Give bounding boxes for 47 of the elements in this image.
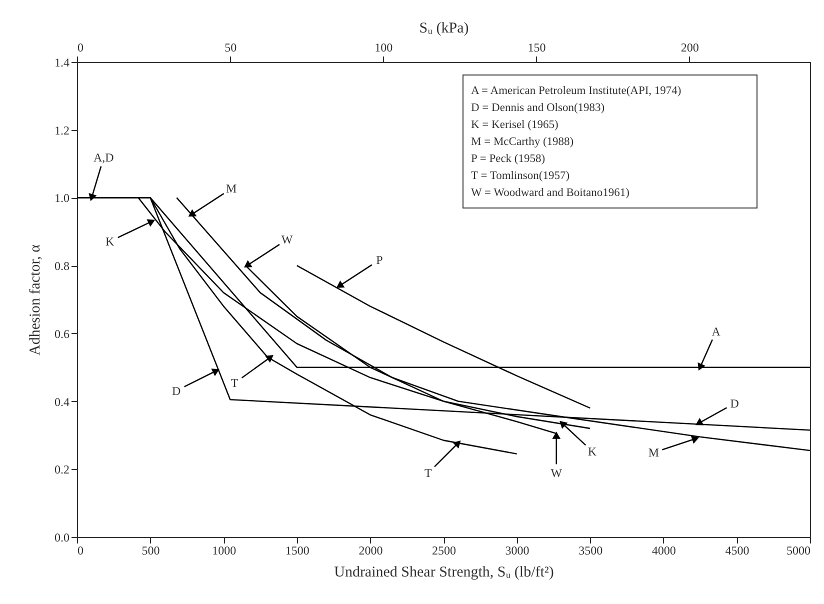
- annotation: M: [648, 446, 660, 460]
- x-tick-label: 0: [78, 544, 84, 558]
- annotation: K: [588, 444, 597, 458]
- annotation: A,D: [93, 150, 114, 165]
- annotation: D = Dennis and Olson(1983): [471, 102, 605, 114]
- annotation: M = McCarthy (1988): [471, 136, 574, 148]
- x2-tick-label: 200: [680, 40, 699, 54]
- annotation: W = Woodward and Boitano1961): [471, 187, 630, 199]
- annotation: W: [550, 466, 563, 480]
- y-tick-label: 0.4: [54, 394, 70, 409]
- y-tick-label: 0.6: [54, 326, 70, 341]
- annotation: P: [376, 252, 384, 267]
- x-tick-label: 1500: [285, 544, 310, 558]
- y-tick-label: 0.0: [54, 530, 70, 544]
- x-tick-label: 2500: [432, 544, 456, 558]
- annotation: A = American Petroleum Institute(API, 1974): [471, 85, 682, 97]
- y-tick-label: 1.2: [54, 123, 70, 138]
- annotation: M: [226, 182, 238, 196]
- y-tick-label: 0.2: [54, 462, 70, 477]
- x2-tick-label: 150: [528, 40, 546, 54]
- annotation: T = Tomlinson(1957): [471, 170, 570, 182]
- x2-tick-label: 50: [224, 40, 237, 54]
- annotation: K = Kerisel (1965): [471, 119, 558, 131]
- annotation: P = Peck (1958): [471, 153, 546, 165]
- annotation: W: [281, 232, 294, 247]
- x-tick-label: 500: [142, 544, 160, 558]
- x-tick-label: 1000: [212, 544, 236, 558]
- x-tick-label: 5000: [786, 544, 810, 558]
- x2-tick-label: 0: [78, 40, 84, 54]
- x-tick-label: 3000: [505, 544, 530, 558]
- annotation: K: [105, 234, 114, 248]
- annotation: A: [712, 324, 721, 338]
- y-axis-title: Adhesion factor, α: [28, 244, 44, 356]
- x-tick-label: 4500: [725, 544, 750, 558]
- x-tick-label: 2000: [358, 544, 383, 558]
- annotation: T: [230, 376, 239, 390]
- x-tick-label: 4000: [652, 544, 676, 558]
- y-tick-label: 1.0: [54, 191, 70, 206]
- annotation: D: [730, 396, 740, 410]
- x-tick-label: 3500: [578, 544, 603, 558]
- x-axis-title: Undrained Shear Strength, Sᵤ (lb/ft²): [334, 564, 554, 580]
- x2-tick-label: 100: [374, 40, 393, 54]
- annotation: T: [424, 466, 432, 480]
- y-tick-label: 0.8: [54, 259, 70, 274]
- annotation: D: [172, 384, 181, 398]
- y-tick-label: 1.4: [54, 56, 70, 70]
- x2-axis-title: Sᵤ (kPa): [419, 20, 469, 36]
